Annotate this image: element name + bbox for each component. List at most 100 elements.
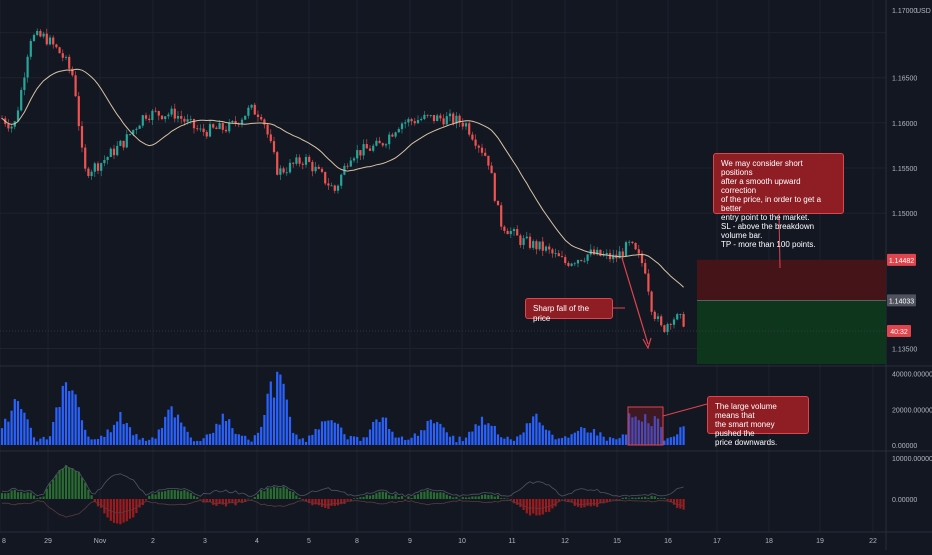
candle-body bbox=[269, 134, 272, 142]
price-tick-label: 1.16500 bbox=[892, 76, 917, 83]
volume-bar bbox=[548, 430, 551, 445]
oscillator-bar bbox=[612, 499, 615, 500]
volume-bar bbox=[68, 390, 71, 445]
volume-bar bbox=[250, 441, 253, 445]
sharp-fall-note[interactable]: Sharp fall of the price bbox=[525, 298, 613, 323]
oscillator-bar bbox=[368, 495, 372, 499]
oscillator-bar bbox=[48, 483, 52, 499]
volume-bar bbox=[173, 417, 176, 445]
oscillator-bar bbox=[77, 471, 80, 499]
candle-body bbox=[100, 163, 103, 171]
oscillator-bar bbox=[45, 488, 48, 499]
oscillator-bar bbox=[330, 499, 333, 506]
oscillator-bar bbox=[272, 486, 276, 499]
oscillator-bar bbox=[509, 499, 512, 500]
oscillator-bar bbox=[90, 495, 93, 499]
short-idea-note[interactable]: We may consider short positions after a … bbox=[713, 153, 844, 249]
oscillator-bar bbox=[615, 499, 618, 500]
volume-bar bbox=[36, 441, 39, 445]
oscillator-bar bbox=[212, 499, 215, 505]
oscillator-bar bbox=[183, 490, 186, 499]
oscillator-bar bbox=[557, 499, 560, 502]
volume-bar bbox=[560, 437, 564, 445]
oscillator-bar bbox=[295, 495, 298, 499]
candle-body bbox=[218, 123, 221, 130]
volume-bar bbox=[506, 436, 509, 445]
candle-body bbox=[263, 119, 266, 125]
volume-bar bbox=[288, 416, 292, 445]
candle-body bbox=[90, 171, 93, 176]
oscillator-bar bbox=[346, 499, 349, 501]
volume-bar bbox=[676, 434, 679, 445]
oscillator-bar bbox=[564, 499, 567, 501]
oscillator-envelope-upper bbox=[1, 465, 684, 498]
candle-body bbox=[346, 165, 349, 167]
volume-bar bbox=[317, 429, 320, 445]
candle-body bbox=[506, 230, 509, 235]
oscillator-bar bbox=[535, 499, 538, 516]
oscillator-bar bbox=[84, 482, 87, 499]
volume-bar bbox=[343, 434, 346, 445]
candle-body bbox=[298, 157, 301, 164]
oscillator-bar bbox=[320, 499, 324, 507]
oscillator-bar bbox=[445, 494, 448, 499]
candle-body bbox=[442, 118, 445, 125]
oscillator-bar bbox=[596, 499, 599, 507]
oscillator-bar bbox=[560, 499, 564, 500]
volume-bar bbox=[592, 429, 596, 445]
volume-bar bbox=[583, 427, 586, 445]
oscillator-bar bbox=[7, 492, 10, 499]
volume-bar bbox=[221, 413, 224, 445]
candle-body bbox=[234, 120, 237, 124]
candle-body bbox=[39, 30, 42, 37]
candle-body bbox=[608, 253, 612, 260]
oscillator-bar bbox=[39, 497, 42, 499]
candle-body bbox=[221, 123, 224, 130]
oscillator-bar bbox=[20, 491, 23, 499]
volume-bar bbox=[42, 436, 45, 445]
volume-bar bbox=[308, 435, 311, 445]
volume-bar bbox=[52, 421, 55, 445]
volume-bar bbox=[314, 429, 317, 445]
oscillator-bar bbox=[608, 499, 612, 502]
volume-bar bbox=[429, 419, 432, 445]
oscillator-bar bbox=[279, 488, 282, 499]
price-candles[interactable] bbox=[0, 28, 685, 336]
candle-body bbox=[16, 110, 20, 122]
candle-body bbox=[84, 147, 87, 169]
volume-bar bbox=[87, 436, 90, 445]
volume-bar bbox=[644, 414, 647, 445]
oscillator-bar bbox=[356, 498, 359, 499]
oscillator-bar bbox=[359, 497, 362, 499]
volume-bars[interactable] bbox=[0, 371, 685, 446]
volume-bar bbox=[32, 437, 36, 445]
volume-bar bbox=[564, 436, 567, 445]
volume-bar bbox=[624, 434, 628, 445]
volume-bar bbox=[55, 407, 58, 445]
oscillator-bar bbox=[74, 470, 77, 499]
oscillator-bar bbox=[234, 499, 237, 506]
volume-bar bbox=[84, 429, 87, 445]
candle-body bbox=[464, 123, 468, 127]
volume-bar bbox=[128, 427, 132, 445]
oscillator-bar bbox=[292, 492, 295, 499]
candle-body bbox=[276, 152, 279, 175]
candle-body bbox=[202, 128, 205, 133]
candle-body bbox=[135, 128, 138, 130]
volume-bar bbox=[176, 414, 180, 445]
volume-bar bbox=[487, 423, 490, 445]
volume-bar bbox=[237, 434, 240, 445]
candle-body bbox=[586, 254, 589, 261]
candle-body bbox=[109, 148, 112, 157]
candle-body bbox=[420, 119, 423, 121]
oscillator-bar bbox=[384, 492, 388, 499]
oscillator-bar bbox=[602, 499, 605, 504]
candle-body bbox=[266, 124, 269, 135]
volume-bar bbox=[301, 438, 304, 445]
volume-bar bbox=[445, 432, 448, 445]
large-volume-note[interactable]: The large volume means that the smart mo… bbox=[707, 396, 809, 447]
candle-body bbox=[176, 115, 180, 119]
oscillator-bar bbox=[416, 494, 420, 499]
